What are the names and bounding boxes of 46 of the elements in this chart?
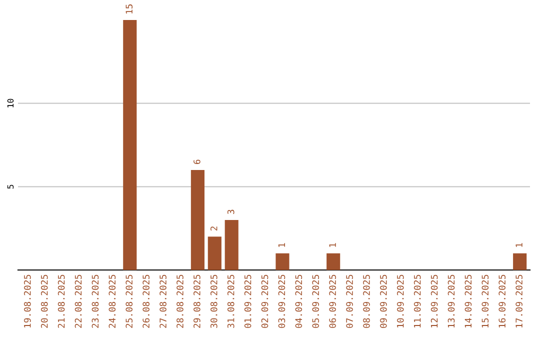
x-tick-label: 24.08.2025 (108, 274, 116, 328)
x-tick-label: 20.08.2025 (40, 274, 48, 328)
x-tick-label: 25.08.2025 (126, 274, 133, 328)
x-tick-label: 31.08.2025 (227, 274, 234, 328)
x-tick-label: 29.08.2025 (194, 274, 200, 328)
data-label: 2 (210, 226, 218, 231)
x-tick-label: 01.09.2025 (244, 274, 252, 328)
bar (208, 236, 222, 270)
x-tick-label: 17.09.2025 (516, 274, 522, 328)
x-tick-label: 19.08.2025 (24, 274, 31, 328)
x-tick-label: 12.09.2025 (430, 274, 438, 328)
x-tick-label: 15.09.2025 (482, 274, 489, 328)
x-tick-label: 02.09.2025 (261, 274, 268, 328)
x-tick-label: 23.08.2025 (92, 274, 99, 328)
data-label: 1 (329, 243, 336, 247)
data-label: 1 (516, 243, 522, 247)
x-tick-label: 11.09.2025 (414, 274, 421, 328)
x-tick-label: 04.09.2025 (295, 274, 302, 328)
data-label: 3 (227, 210, 234, 214)
x-tick-label: 09.09.2025 (380, 274, 387, 328)
data-label: 1 (278, 243, 285, 247)
bar (513, 253, 527, 270)
x-tick-label: 10.09.2025 (396, 274, 404, 328)
x-tick-label: 13.09.2025 (448, 274, 455, 328)
x-tick-label: 14.09.2025 (464, 274, 472, 328)
y-tick-label: 10 (7, 98, 14, 108)
x-tick-label: 30.08.2025 (210, 274, 218, 328)
data-label: 15 (126, 4, 133, 14)
bar (190, 170, 204, 270)
bar (326, 253, 340, 270)
x-tick-label: 27.08.2025 (160, 274, 166, 328)
bar (224, 220, 238, 270)
x-tick-label: 28.08.2025 (176, 274, 184, 328)
x-tick-label: 05.09.2025 (312, 274, 320, 328)
x-tick-label: 06.09.2025 (329, 274, 336, 328)
x-tick-label: 07.09.2025 (346, 274, 353, 328)
y-tick-label: 5 (7, 184, 14, 189)
x-tick-label: 08.09.2025 (363, 274, 370, 328)
x-tick-label: 21.08.2025 (58, 274, 65, 328)
bar (123, 20, 137, 270)
data-label: 6 (194, 160, 200, 164)
x-tick-label: 03.09.2025 (278, 274, 286, 328)
x-tick-label: 26.08.2025 (142, 274, 150, 328)
x-tick-label: 16.09.2025 (498, 274, 506, 328)
x-tick-label: 22.08.2025 (74, 274, 82, 328)
bar (276, 253, 290, 270)
